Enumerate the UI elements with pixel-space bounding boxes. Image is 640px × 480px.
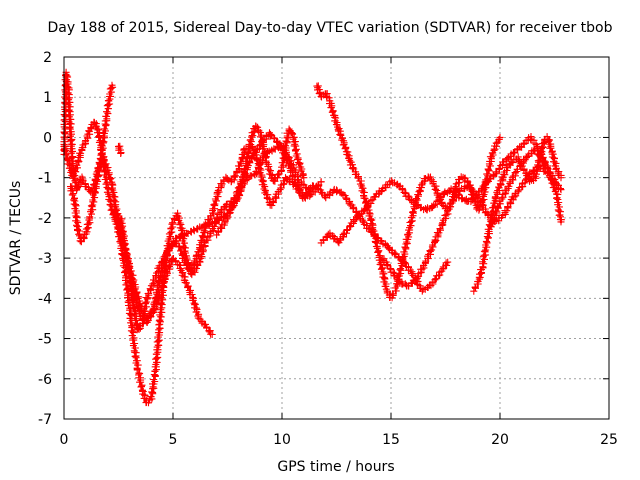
series-sat-e [115, 142, 125, 157]
y-tick-label: -4 [38, 291, 52, 307]
x-axis-label: GPS time / hours [277, 459, 394, 475]
y-axis-label: SDTVAR / TECUs [8, 181, 24, 296]
plot-frame [63, 56, 610, 420]
series-sat-h [313, 82, 504, 302]
point-marker-trace [117, 141, 452, 326]
y-tick-label: -3 [38, 251, 52, 267]
series-sat-f [117, 141, 452, 326]
x-tick-label: 25 [600, 432, 618, 448]
point-marker-trace [317, 133, 565, 247]
chart-title: Day 188 of 2015, Sidereal Day-to-day VTE… [47, 20, 612, 36]
data-points [60, 68, 565, 407]
x-tick-label: 0 [60, 432, 69, 448]
series-sat-i [317, 133, 565, 247]
y-tick-label: -7 [38, 412, 52, 428]
point-marker-trace [487, 146, 565, 231]
point-marker-trace [213, 129, 325, 239]
x-tick-label: 5 [169, 432, 178, 448]
y-tick-label: 0 [43, 130, 52, 146]
y-tick-label: -5 [38, 332, 52, 348]
x-tick-label: 20 [491, 432, 509, 448]
y-tick-label: -6 [38, 372, 52, 388]
point-marker-trace [313, 82, 504, 302]
point-marker-trace [115, 142, 125, 157]
x-tick-label: 15 [382, 432, 400, 448]
y-tick-label: 1 [43, 90, 52, 106]
y-tick-label: 2 [43, 50, 52, 66]
y-tick-label: -1 [38, 171, 52, 187]
series-sat-l [487, 146, 565, 231]
series-sat-g [213, 129, 325, 239]
x-tick-label: 10 [273, 432, 291, 448]
y-tick-label: -2 [38, 211, 52, 227]
